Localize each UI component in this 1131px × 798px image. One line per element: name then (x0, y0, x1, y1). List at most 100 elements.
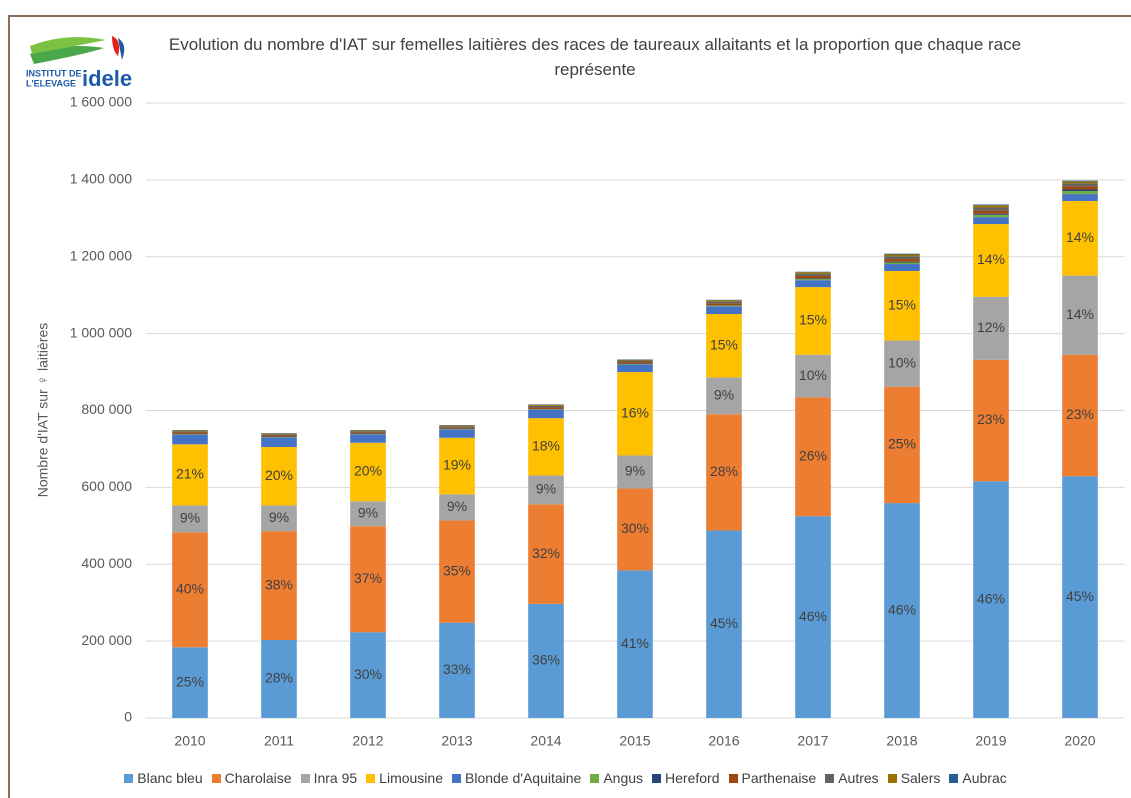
bar-segment (706, 414, 742, 531)
legend-label: Parthenaise (741, 770, 817, 786)
logo-brand: idele (82, 66, 132, 91)
bar-segment (172, 430, 208, 432)
data-label: 38% (265, 576, 293, 592)
legend-label: Salers (900, 770, 941, 786)
data-label: 14% (1066, 229, 1094, 245)
legend-item: Blonde d'Aquitaine (452, 770, 581, 786)
data-label: 41% (621, 635, 649, 651)
bar-segment (884, 256, 920, 260)
x-tick-label: 2013 (441, 733, 472, 749)
bar-segment (973, 359, 1009, 482)
legend-swatch (211, 773, 221, 783)
bar-segment (617, 488, 653, 571)
bar-segment (617, 360, 653, 363)
bar-segment (261, 433, 297, 435)
bar-segment (617, 359, 653, 361)
bar-segment (1062, 354, 1098, 477)
x-tick-label: 2017 (797, 733, 828, 749)
legend-swatch (300, 773, 310, 783)
x-tick-label: 2010 (174, 733, 205, 749)
bar-segment (1062, 189, 1098, 192)
bar-segment (884, 261, 920, 263)
x-tick-label: 2012 (352, 733, 383, 749)
legend: Blanc bleu Charolaise Inra 95 Limousine Blon… (0, 770, 1131, 786)
legend-label: Autres (838, 770, 879, 786)
bar-segment (706, 300, 742, 302)
bar-segment (795, 273, 831, 276)
legend-item: Inra 95 (300, 770, 357, 786)
bar-segment (706, 377, 742, 415)
legend-label: Charolaise (224, 770, 292, 786)
y-tick-label: 600 000 (81, 478, 132, 494)
bar-segment (1062, 183, 1098, 187)
x-tick-label: 2019 (975, 733, 1006, 749)
bar-segment (795, 272, 831, 274)
data-label: 23% (977, 411, 1005, 427)
bar-segment (528, 405, 564, 408)
legend-item: Salers (887, 770, 941, 786)
bar-segment (528, 418, 564, 476)
bar-segment (172, 434, 208, 445)
frame (8, 15, 1131, 798)
bar-segment (350, 501, 386, 527)
legend-item: Blanc bleu (124, 770, 203, 786)
bar-segment (172, 444, 208, 506)
y-tick-label: 1 200 000 (70, 247, 132, 263)
bar-segment (617, 362, 653, 364)
data-label: 25% (888, 436, 916, 452)
x-tick-label: 2016 (708, 733, 739, 749)
bar-segment (350, 432, 386, 434)
bar-segment (1062, 181, 1098, 184)
bar-segment (1062, 180, 1098, 182)
bar-segment (973, 481, 1009, 718)
legend-label: Angus (603, 770, 644, 786)
bar-segment (884, 253, 920, 255)
data-label: 33% (443, 661, 471, 677)
x-tick-label: 2018 (886, 733, 917, 749)
data-label: 15% (888, 296, 916, 312)
y-tick-label: 1 600 000 (70, 94, 132, 110)
bar-segment (973, 207, 1009, 211)
data-label: 9% (269, 509, 289, 525)
bar-segment (1062, 275, 1098, 355)
data-label: 21% (176, 466, 204, 482)
legend-swatch (728, 773, 738, 783)
data-label: 30% (354, 666, 382, 682)
bar-segment (350, 430, 386, 432)
bar-segment (617, 372, 653, 456)
data-label: 23% (1066, 406, 1094, 422)
data-label: 15% (799, 312, 827, 328)
bar-segment (528, 475, 564, 505)
bar-segment (528, 504, 564, 604)
bar-segment (350, 442, 386, 502)
data-label: 9% (358, 504, 378, 520)
legend-label: Aubrac (962, 770, 1007, 786)
bar-segment (172, 432, 208, 434)
bar-segment (350, 632, 386, 718)
bar-segment (795, 278, 831, 280)
bar-segment (973, 205, 1009, 208)
bar-segment (350, 434, 386, 443)
y-tick-label: 800 000 (81, 401, 132, 417)
bar-segment (528, 404, 564, 406)
y-axis-label: Nombre d'IAT sur ♀ laitières (35, 323, 51, 498)
bar-segment (706, 314, 742, 378)
x-tick-label: 2014 (530, 733, 561, 749)
bar-segment (884, 259, 920, 262)
bar-segment (617, 570, 653, 718)
bar-segment (973, 213, 1009, 215)
data-label: 45% (1066, 588, 1094, 604)
legend-swatch (825, 773, 835, 783)
bar-segment (884, 340, 920, 387)
bar-segment (439, 622, 475, 718)
bar-segment (706, 303, 742, 306)
y-tick-label: 0 (124, 709, 132, 725)
logo-swoosh (30, 37, 106, 54)
data-label: 28% (710, 463, 738, 479)
bar-segment (706, 306, 742, 315)
bar-segment (706, 301, 742, 304)
bar-segment (172, 505, 208, 533)
bar-segment (172, 431, 208, 433)
bar-segment (439, 494, 475, 521)
